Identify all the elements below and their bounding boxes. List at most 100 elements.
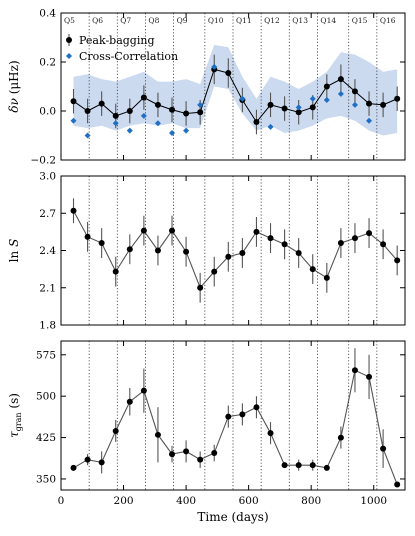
cross-correlation-point	[140, 112, 147, 119]
y-tick-label: 2.1	[39, 282, 56, 294]
y-tick-label: 575	[36, 349, 56, 361]
data-point	[366, 373, 373, 380]
data-point	[112, 112, 119, 119]
quarter-label: Q14	[320, 16, 336, 25]
x-tick-label: 800	[301, 495, 321, 507]
cross-correlation-point	[323, 96, 330, 103]
data-point	[337, 76, 344, 83]
x-tick-label: 0	[58, 495, 65, 507]
data-point	[126, 398, 133, 405]
data-point	[366, 230, 373, 237]
data-point	[295, 249, 302, 256]
data-point	[253, 404, 260, 411]
data-point	[309, 104, 316, 111]
data-point	[323, 274, 330, 281]
cross-correlation-point	[239, 95, 246, 102]
data-point	[84, 108, 91, 114]
legend-marker-cross-correlation	[66, 53, 72, 59]
quarter-label: Q9	[177, 16, 188, 25]
data-point	[183, 448, 190, 455]
x-tick-label: 600	[239, 495, 259, 507]
y-tick-label: 1.8	[39, 320, 56, 332]
y-tick-label: 0.0	[39, 106, 56, 118]
data-point	[380, 241, 387, 248]
y-tick-label: 2.4	[39, 245, 56, 257]
data-point	[351, 235, 358, 242]
quarter-label: Q16	[380, 16, 396, 25]
y-tick-label: 3.0	[39, 171, 56, 183]
y-tick-label: −0.2	[31, 155, 57, 167]
data-point	[211, 268, 218, 275]
cross-correlation-point	[126, 127, 133, 134]
data-point	[337, 434, 344, 441]
quarter-label: Q7	[120, 16, 131, 25]
data-point	[267, 430, 274, 437]
plot-area	[70, 341, 401, 490]
data-point	[351, 367, 358, 374]
cross-correlation-point	[309, 95, 316, 102]
data-point	[380, 101, 387, 108]
data-point	[281, 105, 288, 112]
cross-correlation-point	[337, 90, 344, 97]
data-point	[366, 100, 373, 107]
data-point	[183, 248, 190, 255]
data-point	[225, 413, 232, 420]
cross-correlation-point	[84, 132, 91, 139]
data-point	[267, 101, 274, 108]
data-point	[267, 235, 274, 242]
legend-label-cross-correlation: Cross-Correlation	[79, 50, 178, 63]
data-point	[197, 284, 204, 291]
data-point	[70, 98, 77, 105]
data-point	[154, 247, 161, 254]
data-point	[253, 119, 260, 126]
x-axis-label: Time (days)	[197, 510, 268, 524]
data-point	[84, 456, 91, 463]
data-point	[225, 70, 232, 77]
data-point	[98, 100, 105, 107]
data-point	[70, 207, 77, 214]
series-line	[73, 369, 398, 485]
data-point	[169, 451, 176, 458]
data-point	[197, 456, 204, 463]
data-point	[295, 109, 302, 116]
data-point	[309, 462, 316, 469]
legend: Peak-bagging Cross-Correlation	[66, 34, 178, 63]
cross-correlation-point	[351, 101, 358, 108]
data-point	[394, 257, 401, 264]
y-tick-label: 0.2	[39, 57, 56, 69]
data-point	[140, 94, 147, 101]
data-point	[197, 109, 204, 116]
quarter-label: Q5	[64, 16, 75, 25]
data-point	[154, 101, 161, 108]
data-point	[84, 233, 91, 240]
data-point	[98, 459, 105, 466]
data-point	[239, 249, 246, 256]
cross-correlation-point	[211, 63, 218, 70]
plot-frame	[60, 340, 406, 491]
plot-area	[70, 176, 401, 325]
cross-correlation-point	[112, 120, 119, 127]
data-point	[253, 228, 260, 235]
legend-marker-peak-bagging	[66, 37, 72, 43]
quarter-label: Q6	[92, 16, 103, 25]
y-axis-label: ln S	[7, 239, 21, 263]
x-tick-label: 200	[114, 495, 134, 507]
data-point	[112, 268, 119, 275]
quarter-label: Q10	[208, 16, 224, 25]
legend-label-peak-bagging: Peak-bagging	[79, 34, 155, 47]
data-point	[281, 462, 288, 469]
data-point	[394, 481, 401, 488]
data-point	[295, 462, 302, 469]
cross-correlation-point	[169, 130, 176, 137]
data-point	[323, 83, 330, 90]
data-point	[211, 450, 218, 457]
uncertainty-band	[73, 44, 398, 136]
y-tick-label: 0.4	[39, 8, 56, 20]
data-point	[126, 246, 133, 253]
data-point	[169, 106, 176, 113]
data-point	[140, 227, 147, 234]
plot-frame	[60, 12, 406, 161]
x-tick-label: 400	[176, 495, 196, 507]
quarter-label: Q13	[292, 16, 308, 25]
data-point	[126, 108, 133, 114]
